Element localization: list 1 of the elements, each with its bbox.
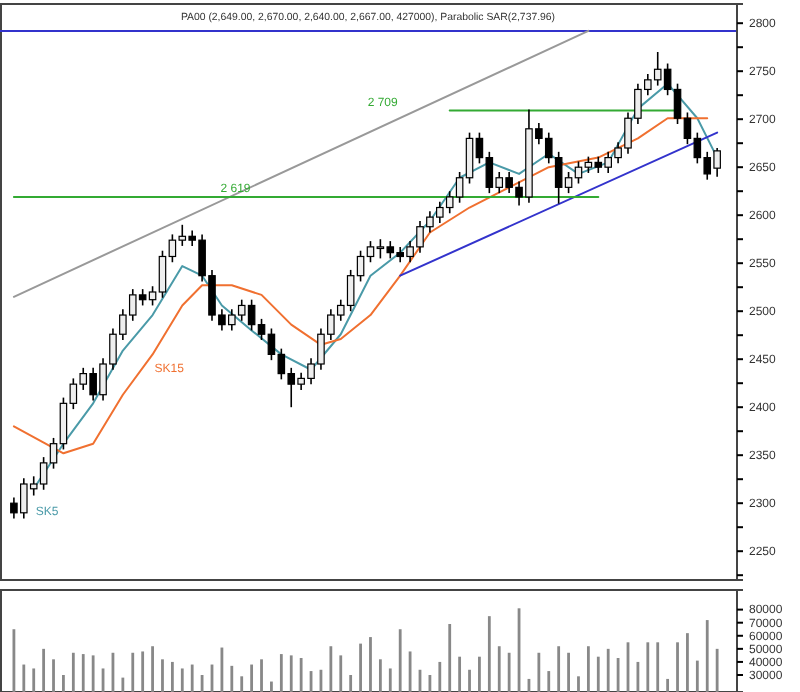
line-series	[12, 117, 709, 455]
